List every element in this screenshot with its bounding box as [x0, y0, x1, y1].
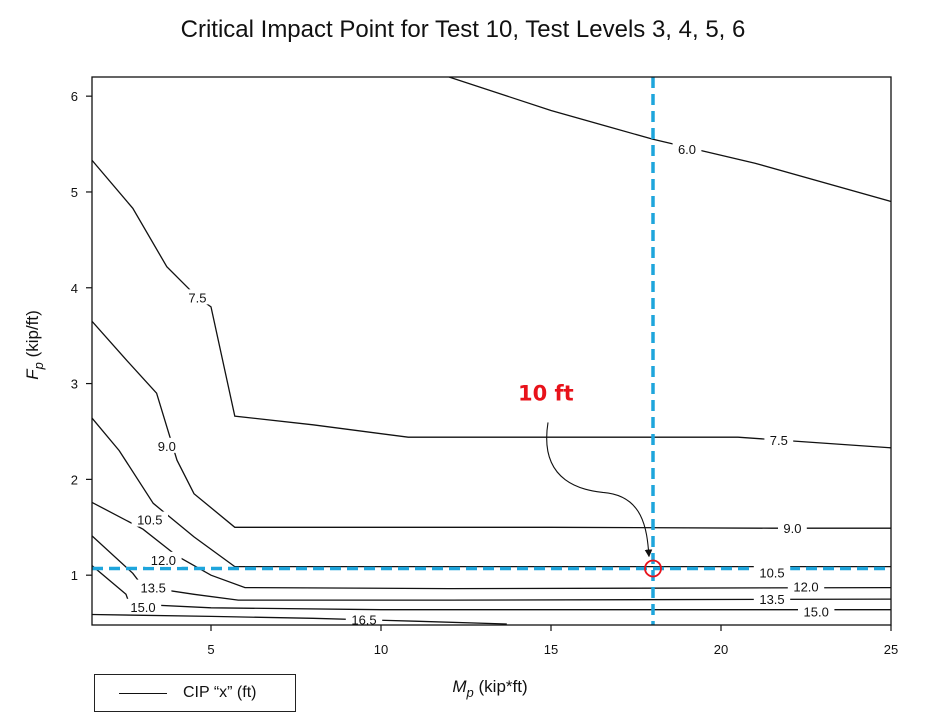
contour-label-13-5: 13.5	[141, 581, 166, 596]
callout-label: 10 ft	[518, 381, 574, 405]
x-tick-label: 5	[207, 642, 214, 657]
contour-label-7-5: 7.5	[770, 433, 788, 448]
y-tick-label: 3	[71, 377, 78, 392]
contour-line-12-0	[92, 501, 891, 590]
contour-label-10-5: 10.5	[759, 565, 784, 580]
contour-label-10-5: 10.5	[137, 513, 162, 528]
x-tick-label: 25	[884, 642, 898, 657]
contour-label-bg	[787, 578, 825, 594]
contour-label-9-0: 9.0	[783, 521, 801, 536]
contour-label-12-0: 12.0	[793, 580, 818, 595]
callout-arrow	[546, 422, 653, 558]
contour-label-16-5: 16.5	[351, 612, 376, 627]
x-tick-label: 10	[374, 642, 388, 657]
contour-label-7-5: 7.5	[188, 290, 206, 305]
contour-line-13-5	[92, 535, 891, 601]
legend-label: CIP “x” (ft)	[183, 684, 257, 701]
legend: CIP “x” (ft)	[94, 674, 296, 712]
contour-label-bg	[145, 551, 182, 567]
plot-frame	[91, 76, 892, 626]
contour-line-9-0	[92, 320, 891, 529]
contour-line-6-0	[448, 77, 891, 203]
contour-label-bg	[152, 437, 182, 453]
x-tick-label: 15	[544, 642, 558, 657]
contour-label-15-0: 15.0	[804, 605, 829, 620]
contour-label-bg	[135, 579, 172, 595]
contour-label-12-0: 12.0	[151, 553, 176, 568]
contour-label-13-5: 13.5	[759, 592, 784, 607]
y-tick-label: 2	[71, 472, 78, 487]
contour-label-bg	[183, 289, 212, 305]
contour-label-bg	[124, 598, 162, 614]
contour-label-bg	[764, 432, 794, 448]
legend-line-swatch	[119, 692, 167, 694]
contour-label-bg	[672, 140, 702, 156]
y-tick-label: 6	[71, 89, 78, 104]
critical-point-marker	[644, 559, 662, 578]
contour-label-bg	[753, 564, 791, 580]
contour-label-bg	[778, 520, 807, 536]
contour-label-6-0: 6.0	[678, 142, 696, 157]
contour-line-7-5	[92, 159, 891, 449]
contour-label-bg	[753, 591, 791, 607]
x-tick-label: 20	[714, 642, 728, 657]
contour-label-bg	[798, 603, 835, 619]
x-axis-label: Mp (kip*ft)	[452, 677, 527, 700]
contour-label-bg	[345, 611, 383, 627]
y-tick-label: 5	[71, 185, 78, 200]
contour-line-16-5	[92, 613, 507, 625]
y-tick-label: 1	[71, 568, 78, 583]
y-axis-label: Fp (kip/ft)	[23, 310, 46, 380]
y-tick-label: 4	[71, 281, 78, 296]
contour-label-9-0: 9.0	[158, 439, 176, 454]
contour-label-bg	[131, 511, 168, 527]
contour-label-15-0: 15.0	[130, 600, 155, 615]
chart-title: Critical Impact Point for Test 10, Test …	[180, 16, 746, 43]
contour-line-10-5	[92, 417, 891, 568]
